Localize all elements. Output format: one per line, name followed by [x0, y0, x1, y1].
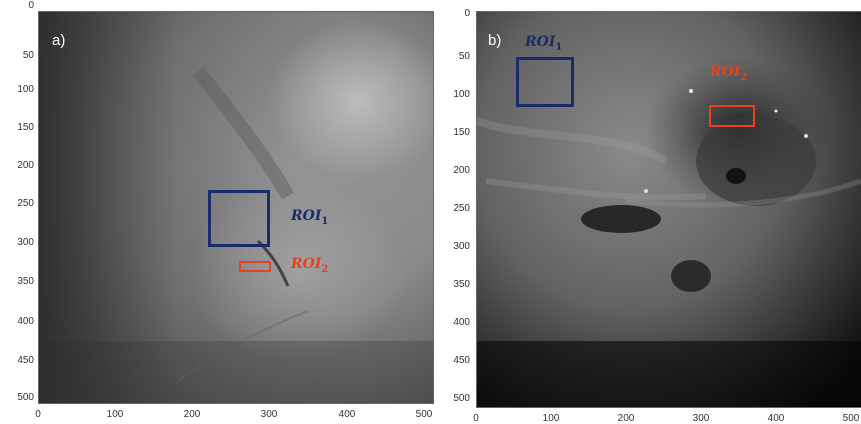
roi2-box-a [239, 261, 271, 272]
y-tick-label: 500 [17, 392, 34, 403]
roi1-label-b: ROI1 [525, 34, 562, 53]
x-tick-label: 300 [260, 409, 278, 420]
x-tick-label: 500 [415, 409, 433, 420]
y-tick-label: 0 [28, 0, 34, 11]
y-tick-label: 100 [453, 89, 470, 100]
roi1-sub: 1 [555, 41, 563, 53]
roi1-box-a [208, 190, 270, 247]
x-tick-label: 500 [842, 413, 860, 424]
x-tick-label: 100 [106, 409, 124, 420]
y-tick-label: 300 [453, 241, 470, 252]
y-tick-label: 150 [17, 122, 34, 133]
y-tick-label: 200 [453, 165, 470, 176]
y-tick-label: 500 [453, 393, 470, 404]
panel-b: 0 50 100 150 200 250 300 350 400 450 500… [440, 0, 861, 424]
y-tick-label: 150 [453, 127, 470, 138]
y-tick-label: 50 [458, 51, 470, 62]
y-tick-label: 200 [17, 160, 34, 171]
roi1-sub: 1 [321, 215, 329, 227]
y-tick-label: 400 [453, 317, 470, 328]
panel-a: 0 50 100 150 200 250 300 350 400 450 500… [17, 0, 434, 420]
roi2-text: ROI [710, 64, 741, 80]
roi2-label-a: ROI2 [291, 256, 328, 275]
roi1-text: ROI [525, 34, 556, 50]
tissue-image-a-svg [38, 11, 434, 404]
y-tick-label: 0 [464, 8, 470, 19]
tissue-image-b-svg [476, 11, 861, 408]
roi1-box-b [516, 57, 574, 107]
roi2-text: ROI [291, 256, 322, 272]
y-tick-label: 450 [453, 355, 470, 366]
panel-label-b: b) [488, 32, 502, 49]
y-tick-label: 450 [17, 355, 34, 366]
panel-label-a: a) [52, 32, 66, 49]
tissue-image-b [476, 11, 861, 408]
tissue-image-a [38, 11, 434, 404]
x-tick-label: 0 [35, 409, 41, 420]
x-tick-label: 200 [183, 409, 201, 420]
x-tick-label: 400 [338, 409, 356, 420]
roi2-box-b [709, 105, 755, 127]
axes-frame-a [38, 11, 434, 404]
y-tick-label: 100 [17, 84, 34, 95]
x-tick-label: 100 [542, 413, 560, 424]
x-tick-label: 300 [692, 413, 710, 424]
y-tick-label: 250 [453, 203, 470, 214]
x-tick-label: 200 [617, 413, 635, 424]
roi2-sub: 2 [321, 263, 329, 275]
y-tick-label: 350 [17, 276, 34, 287]
y-tick-label: 250 [17, 198, 34, 209]
roi1-label-a: ROI1 [291, 208, 328, 227]
axes-frame-b [476, 11, 861, 408]
roi2-label-b: ROI2 [710, 64, 747, 83]
y-tick-label: 400 [17, 316, 34, 327]
y-tick-label: 300 [17, 237, 34, 248]
roi2-sub: 2 [740, 71, 748, 83]
x-tick-label: 0 [473, 413, 479, 424]
roi1-text: ROI [291, 208, 322, 224]
y-tick-label: 350 [453, 279, 470, 290]
y-tick-label: 50 [22, 50, 34, 61]
x-tick-label: 400 [767, 413, 785, 424]
